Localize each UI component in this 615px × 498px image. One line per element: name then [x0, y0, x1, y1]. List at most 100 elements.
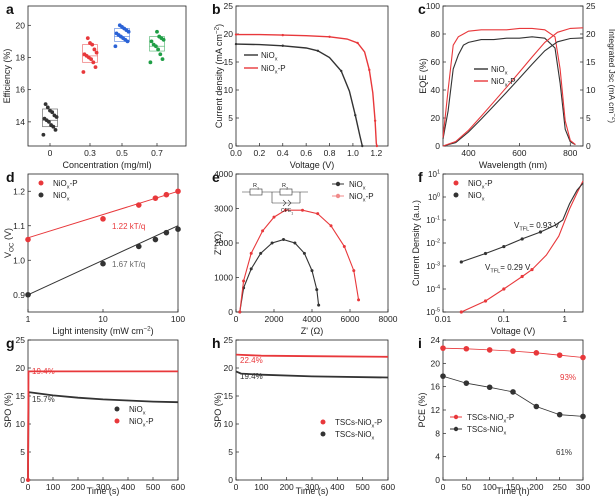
data-point	[440, 345, 446, 351]
label-part: Wavelength (nm)	[479, 160, 547, 170]
legend-marker	[321, 420, 326, 425]
label-part: )	[214, 24, 224, 27]
label-part: EQE (%)	[418, 58, 428, 94]
data-point	[100, 261, 106, 267]
tick-exponent: 1	[437, 170, 440, 176]
legend-marker	[321, 432, 326, 437]
y-axis-label: SPO (%)	[3, 392, 13, 428]
x-tick-label: 600	[512, 148, 526, 158]
x-tick-label: 400	[461, 148, 475, 158]
label-part: NiO	[261, 64, 275, 73]
panel-a: a141618200 0.3 0.5 0.7Efficiency (%)Concent…	[2, 1, 186, 170]
data-point	[118, 23, 122, 27]
x-tick-label: 1.2	[370, 148, 382, 158]
legend-marker	[454, 415, 458, 419]
legend-label: TSCs-NiOx	[335, 430, 374, 442]
label-part: Time (s)	[296, 486, 329, 496]
y-tick-label: 0	[228, 307, 233, 317]
data-point	[557, 412, 563, 418]
y-tick-label: 20	[431, 358, 441, 368]
label-part: -P	[278, 64, 286, 73]
x-axis-label: Time (h)	[496, 486, 529, 496]
data-point	[303, 252, 306, 255]
value-annotation: 19.4%	[32, 367, 55, 376]
series-line	[240, 210, 359, 312]
x-tick-label: 0	[26, 482, 31, 492]
label-part: NiO	[468, 179, 482, 188]
legend-marker	[115, 407, 120, 412]
label-part: TSCs-NiO	[467, 425, 503, 434]
data-point	[282, 34, 284, 36]
data-point	[86, 36, 90, 40]
data-point	[136, 202, 142, 208]
label-part: x	[482, 197, 485, 203]
data-point	[464, 380, 470, 386]
data-point	[282, 238, 285, 241]
y-tick-label: 15	[224, 57, 234, 67]
data-point	[484, 252, 487, 255]
y-tick-label: 1000	[214, 273, 233, 283]
value-annotation: 61%	[556, 448, 572, 457]
panel-tag: i	[418, 335, 422, 351]
data-point	[301, 209, 304, 212]
label-part: TSCs-NiO	[335, 430, 371, 439]
label-part: 19.4%	[32, 367, 55, 376]
value-annotation: 22.4%	[240, 356, 263, 365]
legend-label: NiOx	[261, 51, 278, 63]
label-part: 93%	[560, 373, 576, 382]
data-point	[153, 237, 159, 243]
plot-frame	[443, 6, 583, 146]
label-part: )	[151, 326, 154, 336]
label-part: SPO (%)	[213, 392, 223, 428]
y-tick-label: 1.0	[13, 255, 25, 265]
y2-axis-label: Integrated Jsc (mA cm−2)	[607, 29, 615, 123]
data-point	[271, 242, 274, 245]
x-tick-label: 0.3	[84, 148, 96, 158]
label-part: TFL	[519, 227, 529, 233]
legend-label: NiOx	[129, 405, 146, 417]
data-point	[460, 260, 463, 263]
data-point	[317, 304, 320, 307]
y-axis-label: PCE (%)	[417, 392, 427, 427]
y2-tick-label: 15	[586, 57, 596, 67]
y-tick-label: 18	[16, 52, 26, 62]
x-tick-label: 200	[71, 482, 85, 492]
panel-d: d1 10 1000.91.01.11.2NiOx-PNiOx1.22 kT/q1.…	[3, 169, 185, 336]
x-tick-label: 600	[171, 482, 185, 492]
data-point	[316, 212, 319, 215]
plot-frame	[236, 6, 388, 146]
plot-frame	[28, 174, 178, 312]
label-part: -P	[70, 179, 78, 188]
y-tick-label: 0.9	[13, 290, 25, 300]
data-point	[368, 69, 370, 71]
y-tick-label: 25	[224, 1, 234, 11]
x-tick-label: 6000	[341, 314, 360, 324]
y2-tick-label: 0	[586, 141, 591, 151]
label-part: -P	[146, 417, 154, 426]
data-point	[273, 216, 276, 219]
data-point	[580, 355, 586, 361]
data-point	[502, 287, 505, 290]
y-tick-label: 8	[435, 428, 440, 438]
y-axis-label: Z'' (Ω)	[213, 231, 223, 255]
label-part: )	[607, 120, 615, 123]
x-tick-label: 4000	[303, 314, 322, 324]
x-tick-label: 0.1	[498, 314, 510, 324]
label-part: TSCs-NiO	[467, 413, 503, 422]
label-part: x	[143, 411, 146, 417]
data-point	[510, 389, 516, 395]
label-part: Z' (Ω)	[301, 326, 323, 336]
y-tick-label: 100	[428, 193, 440, 203]
x-tick-label: 0.4	[277, 148, 289, 158]
data-point	[157, 35, 161, 39]
data-point	[530, 268, 533, 271]
x-tick-label: 600	[381, 482, 395, 492]
label-part: 22.4%	[240, 356, 263, 365]
label-part: Voltage (V)	[290, 160, 335, 170]
data-point	[539, 230, 542, 233]
label-part: -P	[374, 418, 382, 427]
x-tick-label: 200	[280, 482, 294, 492]
slope-annotation: 1.22 kT/q	[112, 222, 145, 231]
label-part: TSCs-NiO	[335, 418, 371, 427]
series-line	[28, 392, 178, 480]
